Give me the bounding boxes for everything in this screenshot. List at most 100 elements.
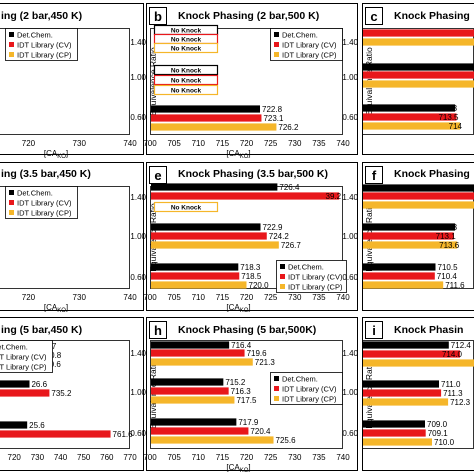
no-knock-label: No Knock [171,28,202,35]
legend-swatch [9,190,14,195]
bar [363,272,435,280]
legend-label: IDT Library (CP) [17,209,72,218]
x-axis-label-main: [CA [44,303,58,312]
panel-title: Knock Phasing [394,10,470,22]
panel-letter: b [154,9,162,24]
data-label: 710.5 [438,263,459,272]
x-tick-label: 705 [167,453,181,462]
no-knock-box [153,84,219,96]
data-label: 761.6 [113,430,134,439]
data-label: 711.3 [443,389,463,398]
x-tick-label: 700 [143,139,157,148]
legend-swatch [9,32,14,37]
x-tick-label: 710 [192,453,206,462]
legend [0,340,53,373]
data-label: 712.3 [450,398,471,407]
data-label: 735.2 [51,389,72,398]
x-tick-label: 725 [264,293,278,302]
y-tick-label: 1.40 [342,38,358,47]
panel-title: Knock Phasin [394,324,463,336]
x-tick-label: 740 [123,139,137,148]
legend-swatch [274,396,279,401]
panel-letter-box [365,166,383,184]
bar [363,241,458,249]
bar [0,430,111,438]
bar [363,341,449,349]
bar [151,281,247,289]
bar [363,359,474,367]
x-axis-label-sub: KO [57,308,66,314]
data-label: 714.0 [442,350,463,359]
legend [270,372,343,405]
data-label: 722.9 [262,223,283,232]
legend [270,28,343,61]
panel-title: Knock Phasing (5 bar,500K) [178,324,316,336]
y-tick-label: 0.60 [342,429,358,438]
panel-title: ing (3.5 bar,450 K) [1,168,91,180]
no-knock-label: No Knock [171,78,202,85]
data-label: 711.6 [445,281,465,290]
x-axis-label: [CAKO] [226,463,250,474]
bar [151,378,224,386]
panel-a: ing (2 bar,450 K) 720 730 740 [CAKO] Det.Chem… [0,3,144,160]
y-tick-label: 1.40 [342,349,358,358]
x-axis-label-end: ] [66,303,68,312]
legend-swatch [280,274,285,279]
legend-label: IDT Library (CV) [0,353,47,362]
bar [151,436,274,444]
bar [151,272,240,280]
data-label: 710.0 [434,438,455,447]
legend-swatch [274,32,279,37]
panel-letter-box [365,7,383,25]
x-tick-label: 720 [22,139,36,148]
legend-label: Det.Chem. [0,343,28,352]
y-tick-label: 0.60 [130,273,146,282]
bar [363,192,474,200]
panel-letter-box [365,321,383,339]
legend-label: IDT Library (CP) [17,51,72,60]
legend-label: Det.Chem. [282,375,318,384]
bar [363,113,457,121]
bar [151,396,235,404]
y-tick-label: 0.60 [130,429,146,438]
x-axis-label-sub: KO [240,468,249,474]
legend-swatch [9,200,14,205]
no-knock-label: No Knock [171,46,202,53]
panel-frame [0,3,144,155]
x-tick-label: 740 [336,453,350,462]
data-label: 716.4 [231,341,252,350]
x-axis-label: [CAKO] [44,303,68,314]
data-label: 713.1 [436,232,457,241]
x-tick-label: 710 [192,293,206,302]
bar [151,123,277,131]
y-tick-label: 1.00 [130,388,146,397]
bar [151,349,245,357]
data-label: 724.2 [269,232,290,241]
x-axis-label: [CAKO] [226,303,250,314]
x-axis-label-end: ] [248,463,250,472]
y-tick-label: 1.00 [130,73,146,82]
bar [363,350,460,358]
panel-frame [146,162,358,311]
data-label: 726.7 [281,241,302,250]
bar [151,427,249,435]
legend-label: IDT Library (CV) [17,41,72,50]
x-tick-label: 735 [312,453,326,462]
panel-b: b Knock Phasing (2 bar,500 K) Equivalence … [130,3,358,160]
legend-swatch [9,52,14,57]
legend-label: IDT Library (CV) [17,199,72,208]
panel-letter-box [149,321,167,339]
bar [363,420,425,428]
panel-title: Knock Phasing (3.5 bar,500 K) [178,168,328,180]
data-label: 726.2 [278,123,299,132]
legend [276,260,347,293]
bar [363,398,449,406]
x-tick-label: 715 [216,453,230,462]
panel-title: Knock Phasing [394,168,470,180]
x-tick-label: 740 [123,293,137,302]
bar [363,281,444,289]
x-tick-label: 725 [264,453,278,462]
legend-label: IDT Library (CP) [288,283,343,292]
data-label: 726.4 [279,183,300,192]
